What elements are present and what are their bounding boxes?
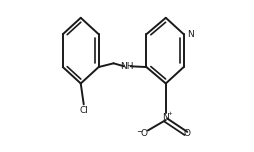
Text: N: N (162, 112, 169, 122)
Text: N: N (187, 30, 194, 39)
Text: −: − (136, 127, 143, 136)
Text: Cl: Cl (79, 106, 88, 115)
Text: O: O (141, 129, 148, 138)
Text: O: O (184, 129, 191, 138)
Text: NH: NH (120, 62, 134, 71)
Text: +: + (168, 111, 172, 116)
